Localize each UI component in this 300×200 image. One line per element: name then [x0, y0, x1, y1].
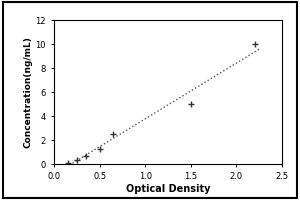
X-axis label: Optical Density: Optical Density: [126, 184, 210, 194]
Y-axis label: Concentration(ng/mL): Concentration(ng/mL): [23, 36, 32, 148]
